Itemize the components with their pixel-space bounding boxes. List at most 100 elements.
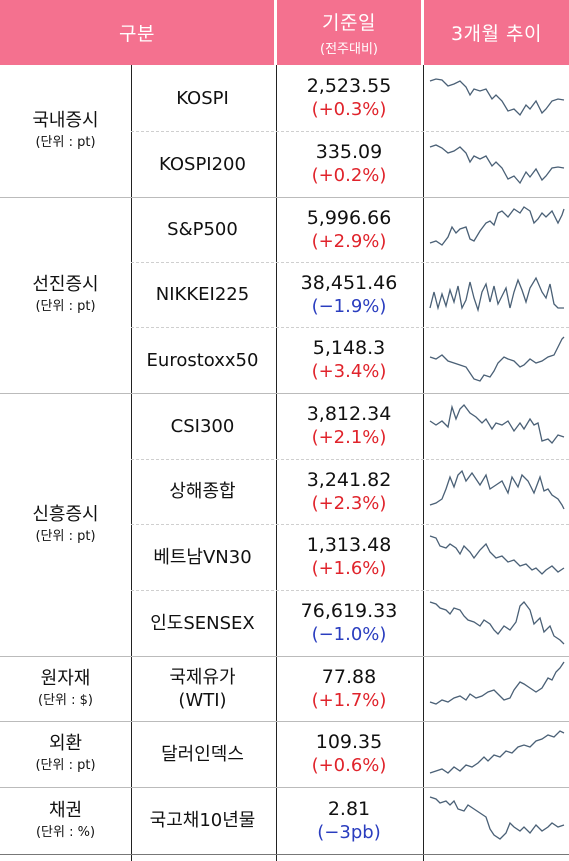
- row-value-text: 76,619.33: [300, 600, 398, 622]
- row-change-text: (+0.2%): [311, 165, 387, 186]
- sparkline-icon: [429, 78, 565, 117]
- row-change-text: (+2.1%): [311, 427, 387, 448]
- trend-sparkline: [424, 721, 569, 787]
- row-value: 77.88 (+1.7%): [277, 656, 421, 721]
- sparkline-icon: [429, 730, 565, 774]
- group-developed: 선진증시 (단위 : pt): [0, 197, 131, 393]
- sparkline-icon: [429, 144, 565, 185]
- group-unit: (단위 : pt): [35, 299, 96, 314]
- row-name: 국제유가 (WTI): [131, 656, 274, 721]
- row-name-text: KOSPI: [176, 87, 229, 109]
- trend-sparkline: [424, 65, 569, 131]
- row-name: 국고채10년물: [131, 787, 274, 854]
- group-unit: (단위 : %): [35, 824, 96, 840]
- trend-sparkline: [424, 197, 569, 262]
- group-divider: [0, 393, 569, 394]
- row-value-text: 3,241.82: [306, 468, 392, 491]
- group-domestic: 국내증시 (단위 : pt): [0, 65, 131, 197]
- group-divider: [0, 721, 569, 722]
- group-commodity: 원자재 (단위 : $): [0, 656, 131, 721]
- row-name-text: Eurostoxx50: [146, 349, 259, 371]
- row-name-text: 인도SENSEX: [150, 612, 255, 634]
- trend-sparkline: [424, 524, 569, 590]
- row-value: 2,523.55 (+0.3%): [277, 65, 421, 131]
- header-category-label: 구분: [119, 23, 155, 45]
- header-base-date: 기준일 (전주대비): [277, 0, 421, 65]
- sparkline-icon: [429, 469, 565, 510]
- sparkline-icon: [429, 206, 565, 246]
- row-name-text: 국제유가: [169, 666, 236, 688]
- group-unit: (단위 : $): [38, 692, 93, 708]
- trend-sparkline: [424, 787, 569, 854]
- group-fx: 외환 (단위 : pt): [0, 721, 131, 787]
- row-divider: [131, 524, 569, 525]
- row-name-text: S&P500: [167, 219, 238, 240]
- group-title: 외환: [48, 733, 83, 754]
- row-name-text: NIKKEI225: [155, 284, 250, 305]
- row-value-text: 38,451.46: [300, 271, 398, 294]
- group-unit: (단위 : pt): [35, 528, 96, 544]
- row-value-text: 5,148.3: [312, 337, 386, 359]
- column-divider: [276, 65, 277, 861]
- row-value: 335.09 (+0.2%): [277, 131, 421, 197]
- group-divider: [0, 197, 569, 198]
- row-name-text: 베트남VN30: [153, 546, 252, 568]
- row-change-text: (+0.3%): [311, 99, 387, 120]
- row-name-text: 국고채10년물: [149, 810, 256, 831]
- row-value: 2.81 (−3pb): [277, 787, 421, 854]
- group-title: 채권: [48, 799, 83, 821]
- row-name: 상해종합: [131, 459, 274, 524]
- row-name: 베트남VN30: [131, 524, 274, 590]
- row-value: 109.35 (+0.6%): [277, 721, 421, 787]
- sparkline-icon: [429, 601, 565, 645]
- header-base-date-label: 기준일: [322, 12, 376, 34]
- trend-sparkline: [424, 656, 569, 721]
- row-name: S&P500: [131, 197, 274, 262]
- row-name: KOSPI: [131, 65, 274, 131]
- row-name-text: CSI300: [170, 415, 235, 437]
- sparkline-icon: [429, 796, 565, 840]
- row-name-sub-text: (WTI): [178, 689, 227, 711]
- row-value: 5,996.66 (+2.9%): [277, 197, 421, 262]
- header-trend: 3개월 추이: [424, 0, 569, 65]
- row-change-text: (+2.3%): [311, 492, 387, 514]
- group-unit: (단위 : pt): [35, 758, 96, 773]
- row-value: 3,241.82 (+2.3%): [277, 459, 421, 524]
- row-divider: [131, 262, 569, 263]
- header-base-date-sub: (전주대비): [320, 42, 378, 57]
- row-divider: [131, 590, 569, 591]
- group-title: 선진증시: [32, 274, 99, 295]
- trend-sparkline: [424, 590, 569, 656]
- header-category: 구분: [0, 0, 274, 65]
- row-change-text: (+2.9%): [311, 230, 387, 252]
- row-change-text: (−1.9%): [311, 295, 387, 317]
- row-change-text: (+1.6%): [311, 558, 387, 579]
- row-divider: [131, 327, 569, 328]
- row-name: 인도SENSEX: [131, 590, 274, 656]
- sparkline-icon: [429, 276, 564, 313]
- row-name: KOSPI200: [131, 131, 274, 197]
- row-change-text: (+3.4%): [311, 361, 387, 382]
- row-value-text: 3,812.34: [306, 403, 392, 425]
- row-name: CSI300: [131, 393, 274, 459]
- row-value-text: 335.09: [315, 141, 383, 163]
- row-change-text: (−1.0%): [311, 624, 387, 645]
- table-bottom-border: [0, 854, 569, 855]
- group-bond: 채권 (단위 : %): [0, 787, 131, 854]
- group-unit: (단위 : pt): [35, 135, 96, 150]
- row-name-text: KOSPI200: [159, 153, 246, 175]
- sparkline-icon: [429, 535, 565, 575]
- row-value-text: 1,313.48: [306, 534, 392, 556]
- row-value: 38,451.46 (−1.9%): [277, 262, 421, 327]
- row-value-text: 109.35: [315, 731, 383, 753]
- group-divider: [0, 656, 569, 657]
- trend-sparkline: [424, 327, 569, 393]
- row-divider: [131, 131, 569, 132]
- row-value: 5,148.3 (+3.4%): [277, 327, 421, 393]
- row-value: 76,619.33 (−1.0%): [277, 590, 421, 656]
- trend-sparkline: [424, 131, 569, 197]
- group-title: 원자재: [40, 667, 91, 689]
- trend-sparkline: [424, 262, 569, 327]
- row-value-text: 77.88: [321, 665, 377, 688]
